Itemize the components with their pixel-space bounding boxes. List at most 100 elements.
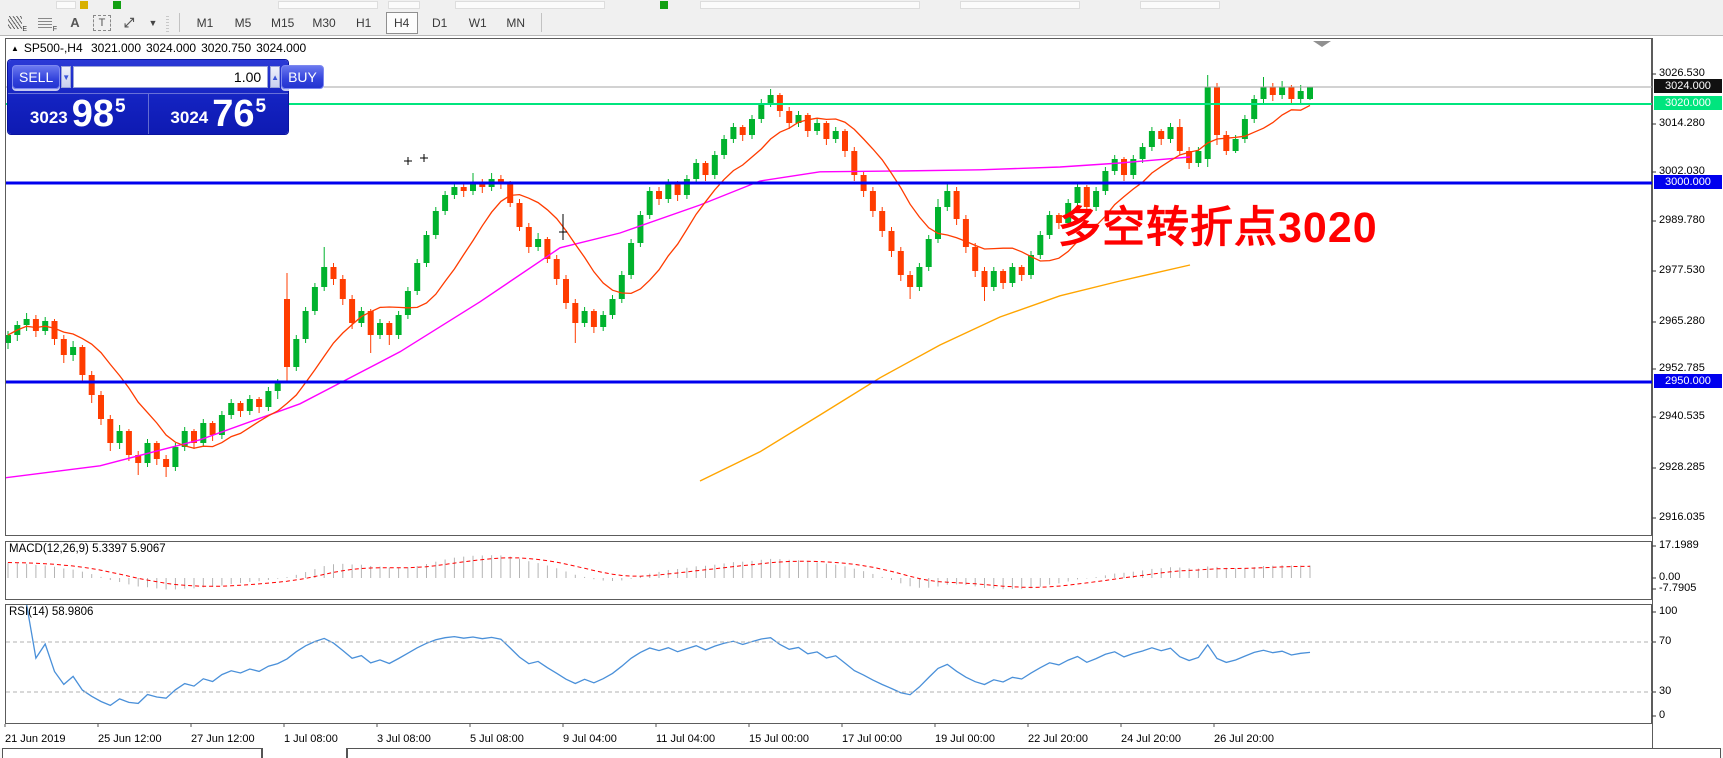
one-click-trading-panel: SELL ▼ ▲ BUY 3023 98 5 3024 76 5: [8, 60, 324, 134]
macd-panel[interactable]: [5, 541, 1652, 600]
price-axis-label: 3026.530: [1659, 67, 1705, 79]
dropdown-caret-icon[interactable]: ▼: [148, 17, 158, 28]
caret-up-icon: ▲: [271, 72, 280, 82]
rsi-axis-label: 30: [1659, 685, 1672, 697]
price-badge: 3000.000: [1654, 175, 1722, 189]
price-axis-label: 2928.285: [1659, 461, 1705, 473]
price-axis-label: 2952.785: [1659, 362, 1705, 374]
symbol-marker-icon: ▲: [11, 44, 19, 53]
macd-indicator-label: MACD(12,26,9) 5.3397 5.9067: [9, 543, 166, 555]
chart-tab[interactable]: [347, 748, 1721, 758]
timeframe-button-h4[interactable]: H4: [385, 11, 418, 34]
buy-price-prefix: 3024: [170, 108, 209, 127]
toolbar-fragment: [700, 1, 920, 9]
price-axis-label: 3014.280: [1659, 117, 1705, 129]
toolbar-fragment: [278, 1, 378, 9]
open-value: 3021.000: [90, 41, 142, 55]
sell-price[interactable]: 3023 98 5: [8, 94, 149, 134]
toolbar-fragment: [455, 1, 605, 9]
buy-price-pip: 5: [255, 96, 267, 117]
volume-decrease-button[interactable]: ▼: [61, 66, 72, 88]
chart-tab[interactable]: [262, 748, 347, 758]
time-axis-label: 11 Jul 04:00: [656, 733, 716, 745]
buy-price[interactable]: 3024 76 5: [149, 94, 289, 134]
time-axis-label: 27 Jun 12:00: [191, 733, 255, 745]
toolbar-fragment: [1140, 1, 1220, 9]
chart-window: 3026.530 3014.280 3002.030 2989.780 2977.530…: [0, 36, 1723, 758]
price-axis-label: 2965.280: [1659, 315, 1705, 327]
toolbar: E F A T ⤢ ▼ M1 M5 M15 M30 H1 H4 D1 W1 MN: [0, 10, 1723, 36]
timeframe-button-m1[interactable]: M1: [196, 15, 214, 30]
timeframe-button-m30[interactable]: M30: [312, 15, 336, 30]
buy-button[interactable]: BUY: [281, 65, 324, 89]
volume-input[interactable]: [73, 66, 269, 88]
text-label-tool-icon[interactable]: T: [93, 14, 111, 31]
sell-price-prefix: 3023: [29, 108, 68, 127]
time-axis-label: 21 Jun 2019: [5, 733, 66, 745]
time-axis-label: 15 Jul 00:00: [749, 733, 809, 745]
sell-price-pip: 5: [115, 96, 126, 117]
rsi-panel[interactable]: [5, 604, 1652, 724]
toolbar-fragment: [56, 1, 76, 9]
timeframe-button-mn[interactable]: MN: [506, 15, 526, 30]
order-entry-row: SELL ▼ ▲ BUY: [8, 60, 324, 92]
price-axis-label: 2916.035: [1659, 511, 1705, 523]
sell-button[interactable]: SELL: [12, 65, 61, 89]
price-axis-label: 3002.030: [1659, 165, 1705, 177]
time-axis[interactable]: 21 Jun 2019 25 Jun 12:00 27 Jun 12:00 1 Jul…: [0, 724, 1652, 748]
green-indicator-icon: [660, 1, 668, 9]
macd-axis-label: 17.1989: [1659, 539, 1699, 551]
symbol-label: SP500-,H4: [23, 41, 83, 55]
macd-axis-label: 0.00: [1659, 571, 1681, 583]
time-axis-label: 17 Jul 00:00: [842, 733, 902, 745]
close-value: 3024.000: [256, 41, 307, 55]
timeframe-button-w1[interactable]: W1: [468, 15, 487, 30]
timeframe-button-h1[interactable]: H1: [356, 15, 372, 30]
price-axis-label: 2989.780: [1659, 214, 1705, 226]
caret-down-icon: ▼: [62, 72, 71, 82]
line-studies-group: E F A T ⤢ ▼: [0, 13, 162, 33]
sell-price-main: 98: [71, 93, 115, 135]
chart-tab[interactable]: [2, 748, 262, 758]
time-axis-label: 25 Jun 12:00: [98, 733, 162, 745]
chart-tab-strip: [0, 748, 1723, 758]
time-axis-label: 19 Jul 00:00: [935, 733, 995, 745]
timeframe-button-d1[interactable]: D1: [432, 15, 448, 30]
rsi-indicator-label: RSI(14) 58.9806: [9, 606, 94, 618]
price-badge: 3020.000: [1654, 96, 1722, 110]
text-tool-icon[interactable]: A: [70, 15, 80, 30]
price-axis-label: 2977.530: [1659, 264, 1705, 276]
time-axis-label: 26 Jul 20:00: [1214, 733, 1274, 745]
rsi-axis-label: 0: [1659, 709, 1666, 721]
timeframe-group: M1 M5 M15 M30 H1 H4 D1 W1 MN: [186, 11, 535, 34]
arrow-tools-icon[interactable]: ⤢: [123, 14, 135, 30]
rsi-axis-label: 70: [1659, 635, 1672, 647]
timeframe-button-m5[interactable]: M5: [234, 15, 252, 30]
equidistant-channel-icon[interactable]: E: [3, 13, 27, 33]
price-axis-label: 2940.535: [1659, 410, 1705, 422]
toolbar-separator: [540, 13, 542, 32]
chart-ohlc-header: ▲ SP500-,H4 3021.000 3024.000 3020.750 3024.…: [11, 41, 311, 55]
volume-increase-button[interactable]: ▲: [270, 66, 281, 88]
price-badge: 2950.000: [1654, 374, 1722, 388]
time-axis-label: 3 Jul 08:00: [377, 733, 431, 745]
time-axis-label: 9 Jul 04:00: [563, 733, 617, 745]
fibonacci-tool-icon[interactable]: F: [33, 13, 57, 33]
green-indicator-icon: [113, 1, 121, 9]
price-badge: 3024.000: [1654, 79, 1722, 93]
time-axis-label: 22 Jul 20:00: [1028, 733, 1088, 745]
chart-annotation-text[interactable]: 多空转折点3020: [1058, 204, 1378, 252]
price-axis[interactable]: 3026.530 3014.280 3002.030 2989.780 2977.530…: [1652, 38, 1723, 750]
time-axis-label: 5 Jul 08:00: [470, 733, 524, 745]
quote-row: 3023 98 5 3024 76 5: [8, 93, 288, 134]
buy-price-main: 76: [212, 93, 255, 135]
yellow-indicator-icon: [80, 1, 88, 9]
high-value: 3024.000: [146, 41, 197, 55]
low-value: 3020.750: [201, 41, 252, 55]
toolbar-fragment: [388, 1, 420, 9]
toolbar-grip[interactable]: [166, 13, 169, 32]
time-axis-label: 24 Jul 20:00: [1121, 733, 1181, 745]
toolbar-separator: [179, 13, 180, 32]
macd-axis-label: -7.7905: [1659, 582, 1697, 594]
timeframe-button-m15[interactable]: M15: [271, 15, 295, 30]
